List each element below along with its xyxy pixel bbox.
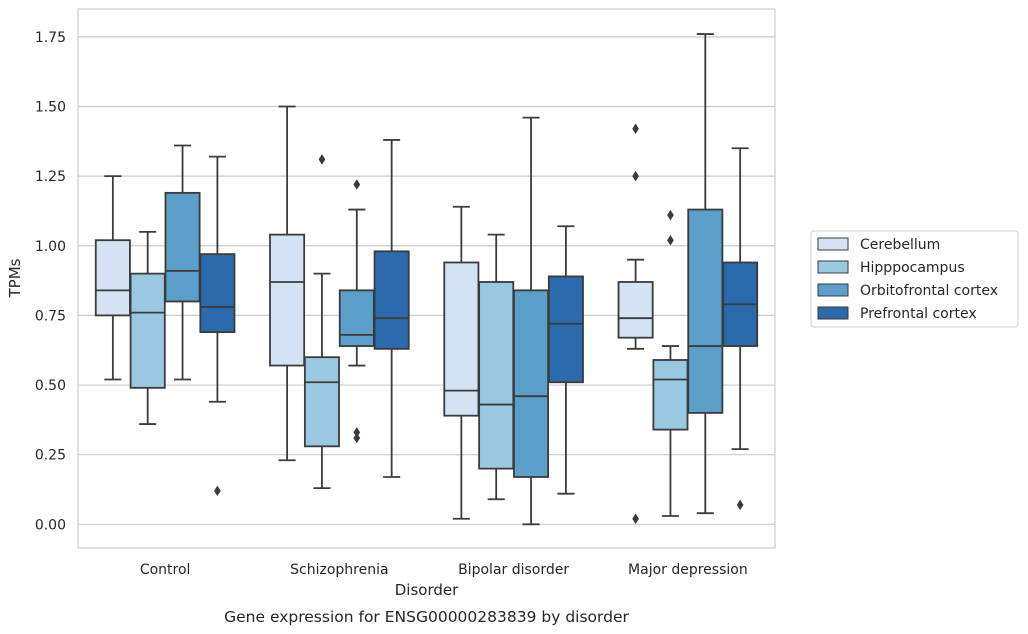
legend-swatch <box>817 237 849 251</box>
box-0-0 <box>94 175 131 381</box>
outlier-point <box>632 513 639 525</box>
outlier-point <box>353 432 361 444</box>
box-iqr <box>478 281 515 470</box>
outlier-point <box>632 123 639 135</box>
chart-caption: Gene expression for ENSG00000283839 by d… <box>224 608 629 626</box>
box-iqr <box>269 233 306 367</box>
box-2-2 <box>513 116 550 526</box>
box-iqr <box>373 250 410 350</box>
legend-label: Orbitofrontal cortex <box>860 283 998 299</box>
legend-label: Hipppocampus <box>860 260 965 276</box>
box-0-3 <box>199 155 236 497</box>
box-iqr <box>164 191 201 303</box>
y-tick-label: 0.75 <box>35 308 66 324</box>
box-2-1 <box>478 233 515 501</box>
y-tick-label: 1.50 <box>35 99 66 115</box>
y-tick-label: 1.75 <box>35 30 66 46</box>
box-iqr <box>513 289 550 478</box>
box-1-2 <box>338 179 375 444</box>
box-iqr <box>617 281 654 339</box>
y-tick-label: 1.00 <box>35 239 66 255</box>
y-axis-label: TPMs <box>6 258 24 298</box>
legend-label: Prefrontal cortex <box>860 306 977 322</box>
box-iqr <box>94 239 131 317</box>
box-3-1 <box>652 209 689 517</box>
x-tick-label: Schizophrenia <box>290 562 388 578</box>
y-tick-label: 0.00 <box>35 517 66 533</box>
y-tick-label: 0.50 <box>35 378 66 394</box>
box-iqr <box>687 208 724 414</box>
x-tick-label: Major depression <box>628 562 748 578</box>
x-tick-labels: Control Schizophrenia Bipolar disorder Majo… <box>140 562 748 578</box>
legend: Cerebellum Hipppocampus Orbitofrontal cort… <box>810 230 1019 328</box>
legend-swatch <box>817 283 849 297</box>
box-1-1 <box>303 154 340 490</box>
box-iqr <box>303 356 340 448</box>
box-iqr <box>338 289 375 347</box>
box-3-0 <box>617 123 654 525</box>
legend-label: Cerebellum <box>860 237 940 253</box>
outlier-point <box>632 170 639 182</box>
x-axis-label: Disorder <box>395 581 459 599</box>
box-2-0 <box>443 205 480 520</box>
outlier-point <box>736 499 744 511</box>
x-tick-label: Bipolar disorder <box>458 562 569 578</box>
outlier-point <box>667 234 674 246</box>
box-0-2 <box>164 144 201 381</box>
box-1-3 <box>373 139 410 478</box>
box-iqr <box>547 275 584 384</box>
outlier-point <box>353 179 361 190</box>
x-tick-label: Control <box>140 562 191 578</box>
outlier-point <box>353 427 361 438</box>
box-iqr <box>199 253 236 334</box>
legend-frame <box>810 230 1019 328</box>
y-tick-label: 1.25 <box>35 169 66 185</box>
outlier-point <box>667 209 674 221</box>
outlier-point <box>214 485 221 497</box>
box-3-3 <box>722 147 759 511</box>
outlier-point <box>318 154 326 165</box>
y-tick-label: 0.25 <box>35 448 66 464</box>
y-tick-labels: 0.00 0.25 0.50 0.75 1.00 1.25 1.50 1.75 <box>35 30 66 533</box>
plot-frame <box>77 8 776 549</box>
box-series <box>94 33 759 526</box>
box-2-3 <box>547 225 584 495</box>
legend-swatch <box>817 260 849 274</box>
box-iqr <box>443 261 480 417</box>
box-3-2 <box>687 33 724 515</box>
box-iqr <box>652 359 689 431</box>
box-iqr <box>129 272 166 389</box>
box-1-0 <box>269 105 306 462</box>
box-0-1 <box>129 230 166 425</box>
legend-swatch <box>817 306 849 320</box>
